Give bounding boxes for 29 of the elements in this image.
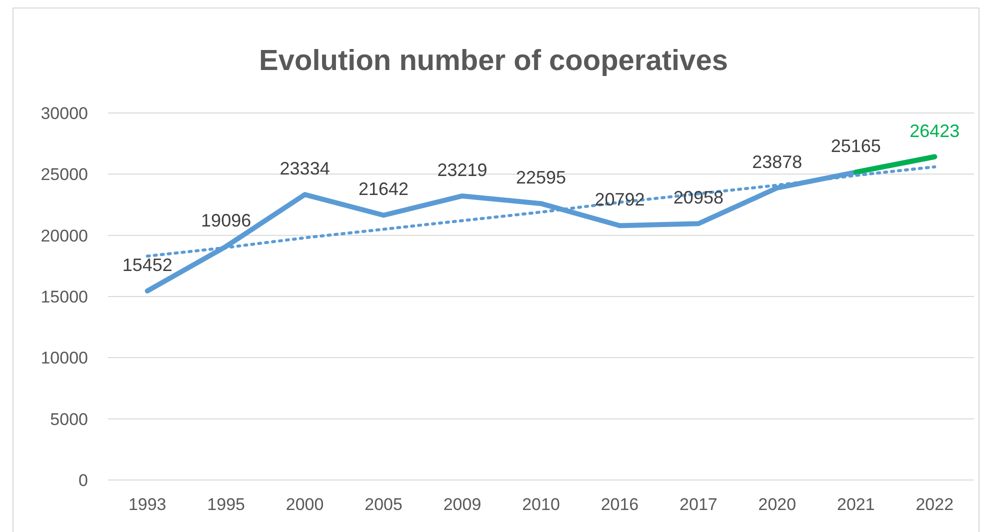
x-tick-label: 1993 (128, 495, 166, 514)
data-label: 23219 (437, 160, 488, 180)
data-label: 23334 (280, 158, 330, 179)
x-tick-label: 2021 (836, 495, 875, 514)
x-tick-label: 2017 (680, 495, 718, 514)
data-label: 22595 (516, 168, 566, 188)
y-tick-label: 10000 (40, 348, 88, 368)
y-tick-label: 30000 (40, 104, 88, 123)
data-label: 21642 (358, 179, 409, 200)
x-tick-label: 2016 (600, 495, 639, 514)
data-label: 25165 (830, 136, 881, 156)
x-tick-label: 2022 (916, 495, 954, 514)
data-label: 19096 (201, 210, 252, 230)
data-label: 15452 (122, 254, 172, 275)
y-tick-label: 5000 (50, 410, 88, 429)
x-tick-label: 2000 (286, 495, 324, 514)
y-tick-label: 0 (78, 470, 88, 490)
data-label: 23878 (752, 152, 802, 172)
data-label: 26423 (910, 120, 960, 141)
x-tick-label: 2020 (758, 495, 796, 514)
x-tick-label: 2010 (522, 495, 560, 514)
x-tick-label: 1995 (207, 495, 246, 514)
y-tick-label: 20000 (40, 226, 88, 246)
data-label: 20958 (673, 188, 724, 208)
x-tick-label: 2005 (364, 495, 402, 514)
y-tick-label: 25000 (40, 165, 88, 184)
x-tick-label: 2009 (443, 495, 482, 514)
y-tick-label: 15000 (40, 287, 88, 306)
chart-title: Evolution number of cooperatives (259, 45, 728, 77)
